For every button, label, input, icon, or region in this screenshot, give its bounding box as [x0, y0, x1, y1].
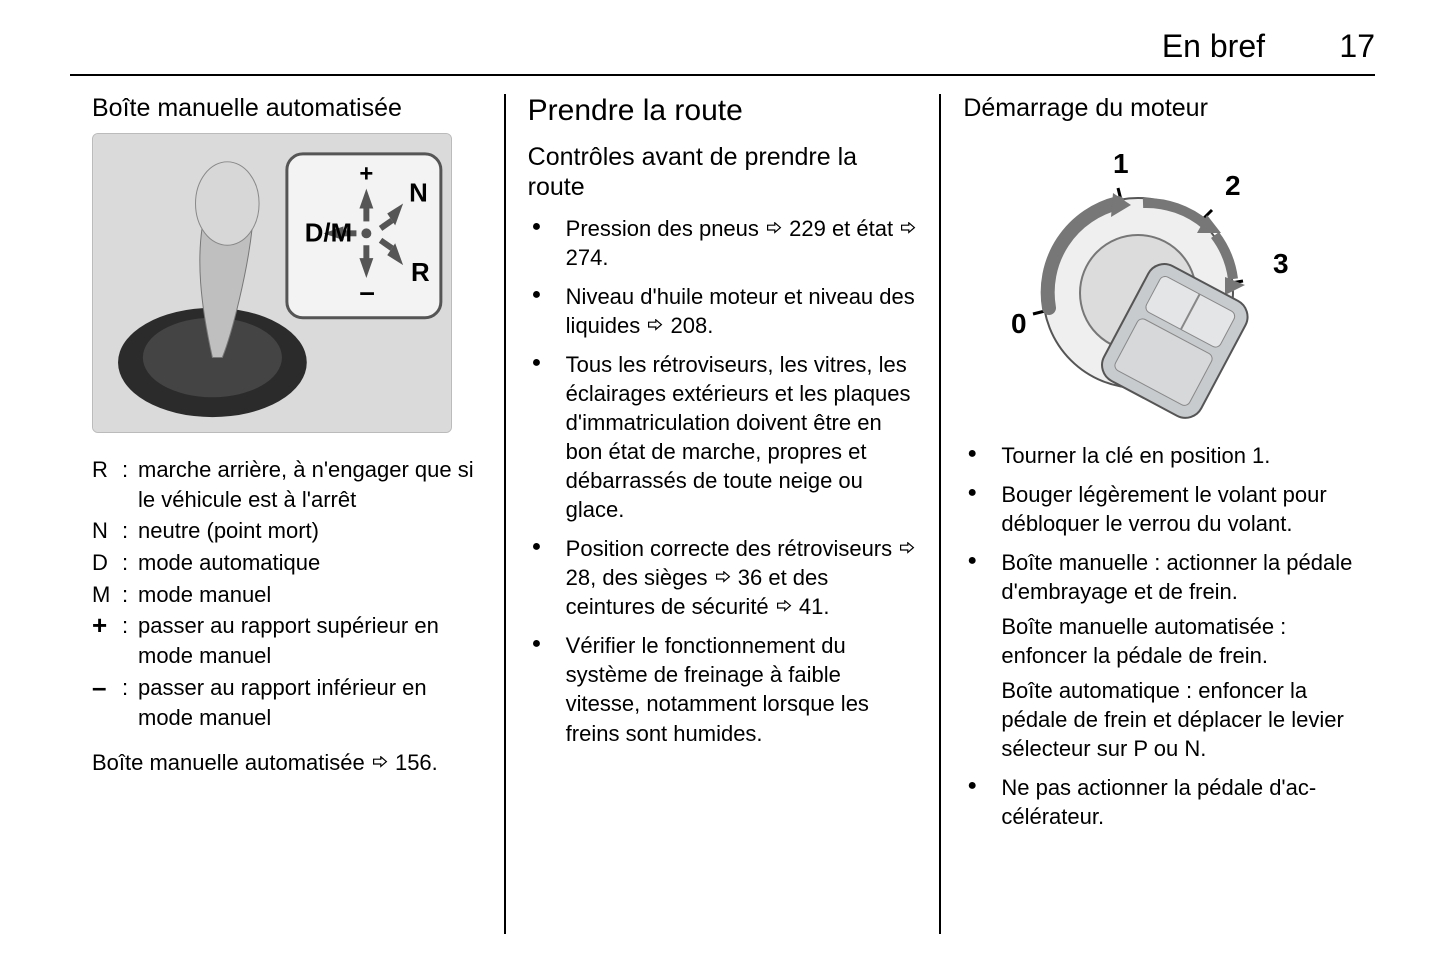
check-item: Vérifier le fonctionnement du système de… — [528, 631, 918, 747]
start-step: Bouger légèrement le volant pour débloqu… — [963, 480, 1353, 538]
definition-text: passer au rapport supérieur en mode manu… — [138, 611, 482, 670]
svg-text:+: + — [359, 161, 373, 188]
crossref-icon — [371, 756, 389, 772]
start-step: Boîte manuelle : actionner la pédale d'e… — [963, 548, 1353, 763]
definition-text: mode manuel — [138, 580, 482, 610]
step-para: Bouger légèrement le volant pour débloqu… — [1001, 480, 1353, 538]
col-3: Démarrage du moteur — [939, 94, 1375, 934]
definition-text: marche arrière, à n'engager que si le vé… — [138, 455, 482, 514]
ignition-illustration: 0 1 2 3 — [963, 133, 1343, 423]
step-para: Boîte automatique : enfoncer la pédale d… — [1001, 676, 1353, 763]
check-item: Pression des pneus 229 et état 274. — [528, 214, 918, 272]
definition-sep: : — [122, 580, 138, 610]
step-para: Boîte manuelle : actionner la pédale d'e… — [1001, 548, 1353, 606]
ign-3: 3 — [1273, 248, 1289, 279]
definition-text: mode automatique — [138, 548, 482, 578]
start-step: Tourner la clé en position 1. — [963, 441, 1353, 470]
step-para: Ne pas actionner la pédale d'ac­célérate… — [1001, 773, 1353, 831]
definition-row: D:mode automatique — [92, 548, 482, 578]
section-title: En bref — [1162, 28, 1265, 65]
columns: Boîte manuelle automatisée — [70, 94, 1375, 934]
col3-h2: Démarrage du moteur — [963, 94, 1353, 123]
definition-row: +:passer au rapport supérieur en mode ma… — [92, 611, 482, 670]
ignition-svg: 0 1 2 3 — [963, 133, 1343, 423]
definition-text: passer au rapport inférieur en mode manu… — [138, 673, 482, 732]
label-dm: D/M — [305, 219, 352, 247]
check-item: Tous les rétroviseurs, les vitres, les é… — [528, 350, 918, 524]
page-number: 17 — [1339, 28, 1375, 65]
page-header: En bref 17 — [70, 28, 1375, 76]
definition-text: neutre (point mort) — [138, 516, 482, 546]
step-para: Tourner la clé en position 1. — [1001, 441, 1353, 470]
definition-symbol: D — [92, 548, 122, 578]
gear-svg: D/M N R + – — [93, 134, 451, 432]
gear-definitions: R:marche arrière, à n'engager que si le … — [92, 455, 482, 732]
definition-row: M:mode manuel — [92, 580, 482, 610]
definition-symbol: – — [92, 673, 122, 732]
definition-sep: : — [122, 673, 138, 732]
label-r: R — [411, 259, 430, 287]
definition-row: –:passer au rapport inférieur en mode ma… — [92, 673, 482, 732]
check-item: Position correcte des rétrovi­seurs 28, … — [528, 534, 918, 621]
definition-symbol: N — [92, 516, 122, 546]
ign-2: 2 — [1225, 170, 1241, 201]
definition-sep: : — [122, 516, 138, 546]
engine-start-steps: Tourner la clé en position 1. Bouger légè… — [963, 441, 1353, 831]
svg-text:–: – — [359, 276, 374, 307]
definition-symbol: R — [92, 455, 122, 514]
col1-title: Boîte manuelle automatisée — [92, 94, 482, 123]
definition-sep: : — [122, 455, 138, 514]
gear-shift-illustration: D/M N R + – — [92, 133, 452, 433]
check-item: Niveau d'huile moteur et niveau des liqu… — [528, 282, 918, 340]
ign-0: 0 — [1011, 308, 1027, 339]
start-step: Ne pas actionner la pédale d'ac­célérate… — [963, 773, 1353, 831]
definition-symbol: + — [92, 611, 122, 670]
definition-sep: : — [122, 548, 138, 578]
col-2: Prendre la route Contrôles avant de pren… — [504, 94, 940, 934]
col1-reference: Boîte manuelle automatisée 156. — [92, 750, 482, 776]
ign-1: 1 — [1113, 148, 1129, 179]
manual-page: En bref 17 Boîte manuelle automatisée — [0, 0, 1445, 965]
definition-row: R:marche arrière, à n'engager que si le … — [92, 455, 482, 514]
definition-sep: : — [122, 611, 138, 670]
pre-drive-checks: Pression des pneus 229 et état 274. Nivea… — [528, 214, 918, 748]
definition-symbol: M — [92, 580, 122, 610]
col2-h1: Prendre la route — [528, 94, 918, 128]
step-para: Boîte manuelle automatisée : enfoncer la… — [1001, 612, 1353, 670]
col-1: Boîte manuelle automatisée — [70, 94, 504, 934]
col2-h3: Contrôles avant de prendre la route — [528, 142, 918, 202]
definition-row: N:neutre (point mort) — [92, 516, 482, 546]
label-n: N — [409, 180, 428, 208]
